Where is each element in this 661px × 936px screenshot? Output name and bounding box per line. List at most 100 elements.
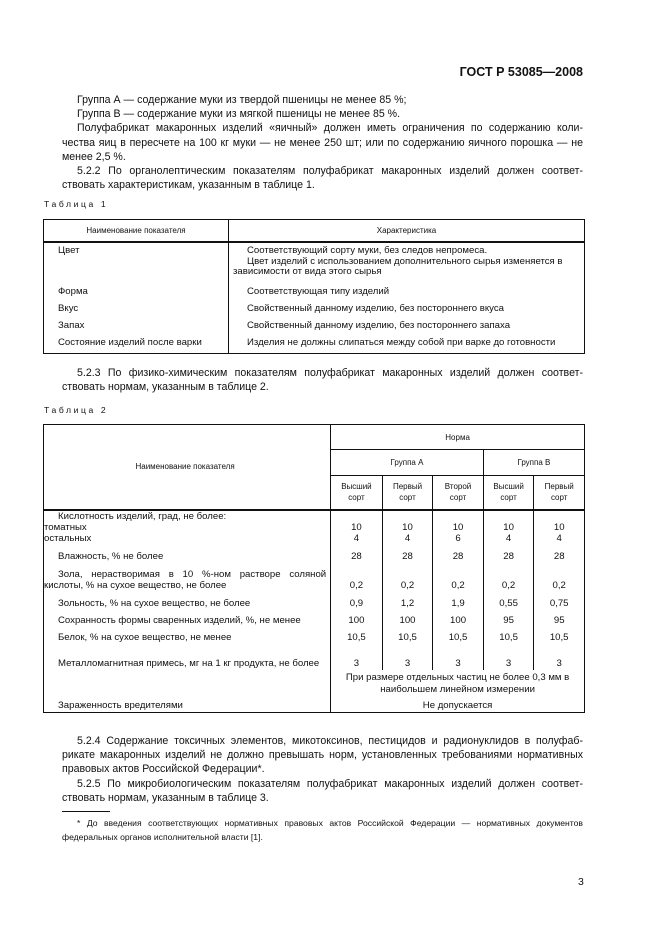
norm-value: 3 [432,643,484,670]
norm-value: 100 [330,609,383,627]
column-header: Характеристика [228,219,585,243]
norm-value: 0,2 [482,562,534,592]
indicator-name: Состояние изделий после варки [58,337,202,348]
norm-value: 1,2 [381,591,433,610]
norm-value: Не допускается [330,696,585,713]
norm-value: 95 [533,609,585,627]
metal-particle-note: При размере отдельных частиц не более 0,… [330,669,585,697]
norm-value: 10,5 [432,626,484,644]
text-line: рикате макаронных изделий не должно прев… [62,749,583,762]
table-1: Наименование показателя Характеристика Ц… [43,219,585,354]
table-row: Состояние изделий после варки Изделия не … [43,335,585,353]
characteristic-text: Цвет изделий с использованием дополнител… [233,255,563,278]
table-row: Кислотность изделий, град, не более: том… [44,509,585,545]
table-row: Цвет Соответствующий сорту муки, без след… [43,242,585,284]
footnote: * До введения соответствующих нормативны… [62,817,583,844]
column-header: Наименование показателя [43,219,229,243]
norm-value: 0,2 [533,562,585,592]
norm-value: 10,5 [381,626,433,644]
norm-value: 3 [330,643,383,670]
text-line: чества яиц в пересчете на 100 кг муки — … [62,136,583,149]
characteristic-text: Изделия не должны слипаться между собой … [247,337,556,348]
norm-value: 28 [533,544,585,563]
table-row: Зола, нерастворимая в 10 %-ном растворе … [44,562,585,592]
norm-value: 100 [381,609,433,627]
table-header-row: Наименование показателя Характеристика [43,219,585,243]
table2-caption: Таблица 2 [44,405,109,415]
norm-value: 0,55 [482,591,534,610]
indicator-name: Зараженность вредителями [58,700,183,711]
norm-value: 28 [482,544,534,563]
norm-value: 0,2 [381,562,433,592]
paragraph-5-2-4: 5.2.4 Содержание токсичных элементов, ми… [62,734,583,805]
norm-value: 3 [381,643,433,670]
table-row: Сохранность формы сваренных изделий, %, … [44,609,585,627]
norm-value: 10,5 [330,626,383,644]
footnote-text: * До введения соответствующих нормативны… [62,818,583,842]
table-row: Белок, % на сухое вещество, не менее 10,5… [44,626,585,644]
indicator-name: Влажность, % не более [58,550,164,562]
norm-value: 10 4 [330,509,383,545]
indicator-name: Кислотность изделий, град, не более: том… [44,510,227,544]
table-row: Форма Соответствующая типу изделий [43,284,585,301]
text-line: Группа А — содержание муки из твердой пш… [77,94,407,106]
text-line: ствовать нормам, указанным в таблице 2. [62,381,269,394]
norm-value: 0,9 [330,591,383,610]
norm-value: 0,2 [432,562,484,592]
characteristic-text: Соответствующий сорту муки, без следов н… [247,245,488,256]
text-line: правовых актов Российской Федерации*. [62,763,265,776]
indicator-name: Вкус [58,303,79,314]
column-header-norm: Норма [330,424,585,450]
norm-value: 0,75 [533,591,585,610]
characteristic-text: Свойственный данному изделию, без постор… [247,320,511,331]
text-line: Группа В — содержание муки из мягкой пше… [77,108,401,121]
table1-caption: Таблица 1 [44,199,109,209]
norm-value: 3 [533,643,585,670]
norm-value: 10 4 [381,509,433,545]
grade-header: Высший сорт [482,475,534,511]
page-number: 3 [578,876,584,888]
indicator-name: Цвет [58,245,80,256]
characteristic-text: Свойственный данному изделию, без постор… [247,303,504,314]
table-2: Наименование показателя Норма Группа А Г… [43,424,585,713]
norm-value: 10 4 [482,509,534,545]
paragraph-groups: Группа А — содержание муки из твердой пш… [62,93,583,192]
text-line: менее 2,5 %. [62,150,126,163]
indicator-name: Запах [58,320,85,331]
norm-value: 100 [432,609,484,627]
text-line: 5.2.4 Содержание токсичных элементов, ми… [77,735,583,747]
norm-value: 28 [330,544,383,563]
paragraph-5-2-3: 5.2.3 По физико-химическим показателям п… [62,366,583,394]
group-header: Группа А [330,449,484,476]
grade-header: Второй сорт [432,475,484,511]
norm-value: 10 6 [432,509,484,545]
text-line: 5.2.2 По органолептическим показателям п… [77,165,583,178]
text-line: 5.2.5 По микробиологическим показателям … [77,777,583,790]
grade-header: Высший сорт [330,475,383,511]
table-row: Зольность, % на сухое вещество, не более… [44,591,585,610]
norm-value: 3 [482,643,534,670]
grade-header: Первый сорт [533,475,585,511]
norm-value: 95 [482,609,534,627]
indicator-name: Белок, % на сухое вещество, не менее [58,631,232,643]
table-row: Влажность, % не более 28 28 28 28 28 [44,544,585,563]
indicator-name: Зольность, % на сухое вещество, не более [58,597,251,609]
norm-value: 0,2 [330,562,383,592]
text-line: Полуфабрикат макаронных изделий «яичный»… [77,122,583,135]
norm-value: 1,9 [432,591,484,610]
indicator-name: Металломагнитная примесь, мг на 1 кг про… [58,657,320,669]
column-header: Наименование показателя [43,424,331,511]
norm-value: 10,5 [482,626,534,644]
table-row: При размере отдельных частиц не более 0,… [44,669,585,697]
indicator-name: Сохранность формы сваренных изделий, %, … [58,614,301,626]
norm-value: 10,5 [533,626,585,644]
table-row: Зараженность вредителями Не допускается [44,696,585,713]
norm-value: 28 [381,544,433,563]
table-row: Вкус Свойственный данному изделию, без по… [43,301,585,318]
text-line: ствовать характеристикам, указанным в та… [62,179,315,192]
group-header: Группа В [482,449,585,476]
indicator-name: Зола, нерастворимая в 10 %-ном растворе … [44,568,327,591]
indicator-name: Форма [58,286,88,297]
text-line: 5.2.3 По физико-химическим показателям п… [77,367,583,379]
norm-value: 10 4 [533,509,585,545]
